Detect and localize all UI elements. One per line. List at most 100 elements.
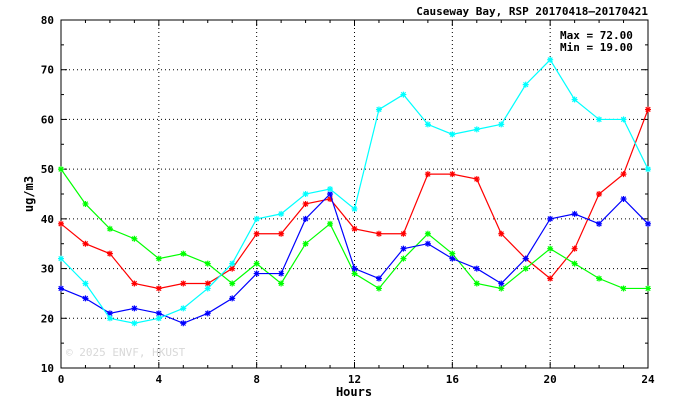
- data-point: [596, 275, 603, 282]
- data-point: [327, 186, 334, 193]
- data-point: [106, 310, 113, 317]
- data-point: [351, 225, 358, 232]
- data-point: [375, 230, 382, 237]
- max-stat: Max = 72.00: [560, 29, 633, 42]
- data-point: [473, 280, 480, 287]
- x-tick-label: 20: [544, 373, 557, 386]
- data-point: [180, 320, 187, 327]
- data-point: [253, 270, 260, 277]
- data-point: [571, 96, 578, 103]
- data-point: [375, 106, 382, 113]
- data-point: [645, 166, 651, 173]
- data-point: [302, 191, 309, 197]
- data-point: [82, 280, 89, 287]
- data-point: [229, 295, 236, 302]
- series-1: [58, 106, 651, 292]
- data-point: [278, 280, 285, 287]
- data-point: [302, 200, 309, 207]
- y-tick-label: 60: [41, 113, 54, 126]
- data-point: [58, 166, 64, 173]
- x-tick-label: 12: [348, 373, 361, 386]
- x-tick-label: 16: [446, 373, 460, 386]
- data-point: [449, 171, 456, 178]
- x-tick-label: 8: [253, 373, 260, 386]
- data-point: [106, 250, 113, 257]
- data-point: [645, 285, 651, 292]
- y-tick-label: 10: [41, 362, 54, 375]
- data-point: [547, 215, 554, 222]
- data-point: [375, 285, 382, 292]
- y-tick-labels: 10 20 30 40 50 60 70 80: [41, 14, 54, 375]
- data-point: [547, 56, 554, 63]
- data-point: [473, 126, 480, 133]
- data-point: [278, 270, 285, 277]
- y-tick-label: 80: [41, 14, 54, 27]
- watermark: © 2025 ENVF, HKUST: [66, 346, 186, 359]
- data-point: [131, 305, 138, 312]
- data-point: [400, 230, 407, 237]
- data-point: [204, 260, 211, 267]
- x-axis-label: Hours: [336, 385, 372, 399]
- data-point: [620, 171, 627, 178]
- series-line: [60, 192, 649, 324]
- data-point: [180, 305, 187, 312]
- x-tick-label: 4: [156, 373, 163, 386]
- data-point: [58, 220, 64, 227]
- data-point: [522, 265, 529, 272]
- min-stat: Min = 19.00: [560, 41, 633, 54]
- data-point: [424, 121, 431, 128]
- data-point: [473, 176, 480, 183]
- data-point: [131, 320, 138, 327]
- y-tick-label: 70: [41, 64, 54, 77]
- data-point: [278, 230, 285, 237]
- data-point: [82, 200, 89, 207]
- data-point: [498, 230, 505, 237]
- data-point: [351, 205, 358, 212]
- data-point: [155, 315, 162, 322]
- data-point: [596, 220, 603, 227]
- data-point: [449, 131, 456, 138]
- data-point: [645, 106, 651, 113]
- series-3: [58, 191, 651, 327]
- data-point: [645, 220, 651, 227]
- series: [58, 56, 651, 327]
- data-point: [106, 315, 113, 322]
- data-point: [106, 225, 113, 232]
- data-point: [204, 280, 211, 287]
- data-point: [400, 245, 407, 252]
- data-point: [571, 260, 578, 267]
- x-tick-label: 24: [641, 373, 655, 386]
- x-tick-labels: 0 4 8 12 16 20 24: [58, 373, 655, 386]
- data-point: [82, 240, 89, 247]
- data-point: [131, 280, 138, 287]
- data-point: [571, 245, 578, 252]
- chart-title: Causeway Bay, RSP 20170418–20170421: [416, 5, 648, 18]
- data-point: [449, 255, 456, 262]
- data-point: [375, 275, 382, 282]
- data-point: [229, 265, 236, 272]
- y-tick-label: 40: [41, 213, 54, 226]
- data-point: [620, 195, 627, 202]
- data-point: [522, 81, 529, 88]
- data-point: [155, 310, 162, 317]
- data-point: [400, 255, 407, 262]
- data-point: [620, 285, 627, 292]
- data-point: [155, 255, 162, 262]
- y-tick-label: 20: [41, 312, 54, 325]
- y-tick-label: 50: [41, 163, 54, 176]
- data-point: [327, 220, 334, 227]
- data-point: [131, 235, 138, 242]
- data-point: [180, 250, 187, 257]
- data-point: [204, 310, 211, 317]
- series-2: [58, 166, 651, 292]
- axis-ticks: [60, 19, 649, 369]
- data-point: [327, 195, 334, 202]
- data-point: [155, 285, 162, 292]
- data-point: [229, 260, 236, 267]
- y-axis-label: ug/m3: [22, 176, 36, 212]
- data-point: [449, 250, 456, 257]
- data-point: [229, 280, 236, 287]
- series-4: [58, 56, 651, 327]
- data-point: [424, 240, 431, 247]
